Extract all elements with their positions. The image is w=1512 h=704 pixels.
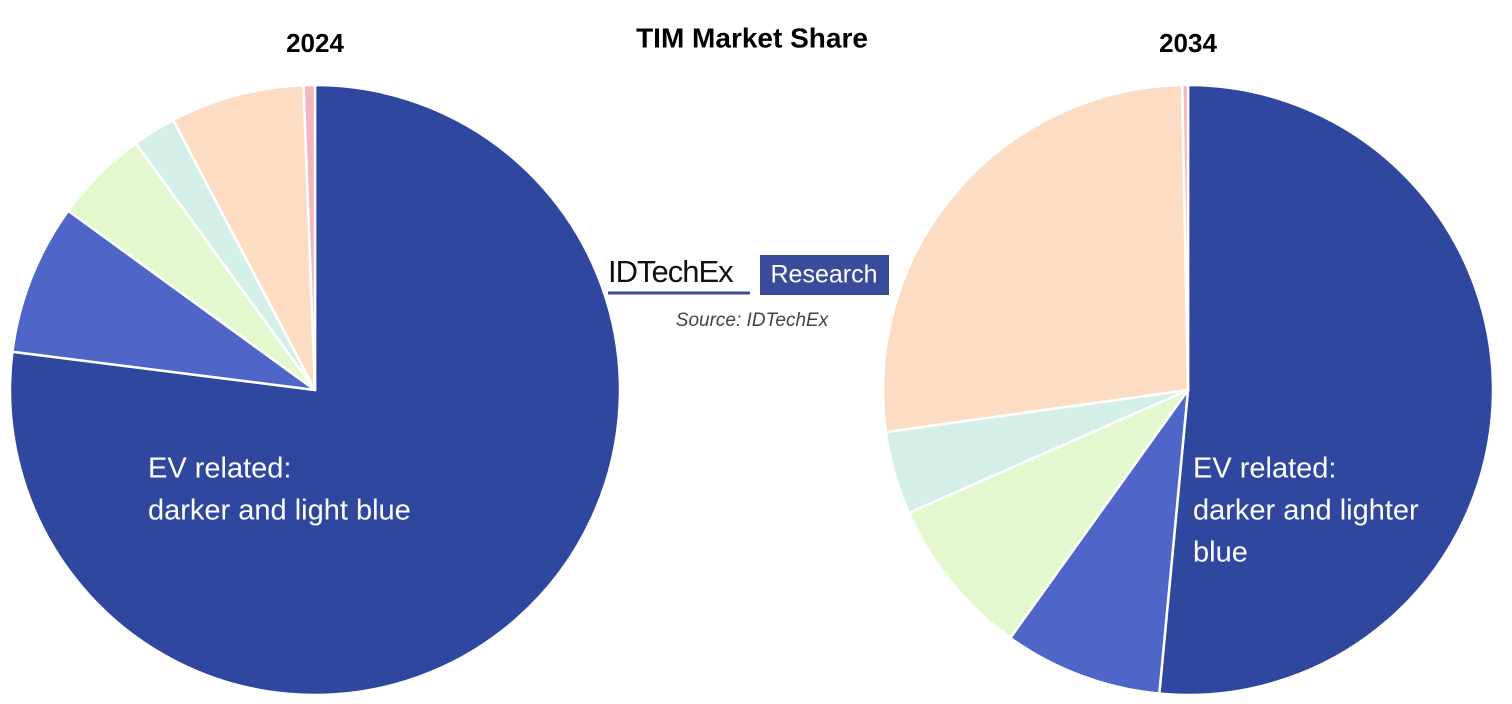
pie-slice xyxy=(302,83,317,392)
pie-slice xyxy=(907,388,1190,640)
pie-slice xyxy=(1181,83,1190,392)
pie-slice xyxy=(171,83,317,392)
annotation: EV related: xyxy=(1193,453,1336,485)
annotation: darker and light blue xyxy=(148,495,411,527)
logo-box xyxy=(760,255,889,295)
annotation: blue xyxy=(1193,537,1248,569)
pie-slice xyxy=(881,83,1190,434)
source: Source: IDTechEx xyxy=(676,310,830,331)
logo-tag: Research xyxy=(771,261,878,289)
pie-slice xyxy=(1009,388,1190,695)
logo-name: IDTechEx xyxy=(608,254,734,289)
annotation: EV related: xyxy=(148,453,291,485)
pies xyxy=(8,83,1495,697)
pie-slice xyxy=(1158,83,1495,697)
pie-title: 2024 xyxy=(286,28,344,58)
annotation: darker and lighter xyxy=(1193,495,1419,527)
pie-slice xyxy=(11,209,317,392)
pie-title: 2034 xyxy=(1159,28,1217,58)
chart-title: TIM Market Share xyxy=(636,22,868,53)
